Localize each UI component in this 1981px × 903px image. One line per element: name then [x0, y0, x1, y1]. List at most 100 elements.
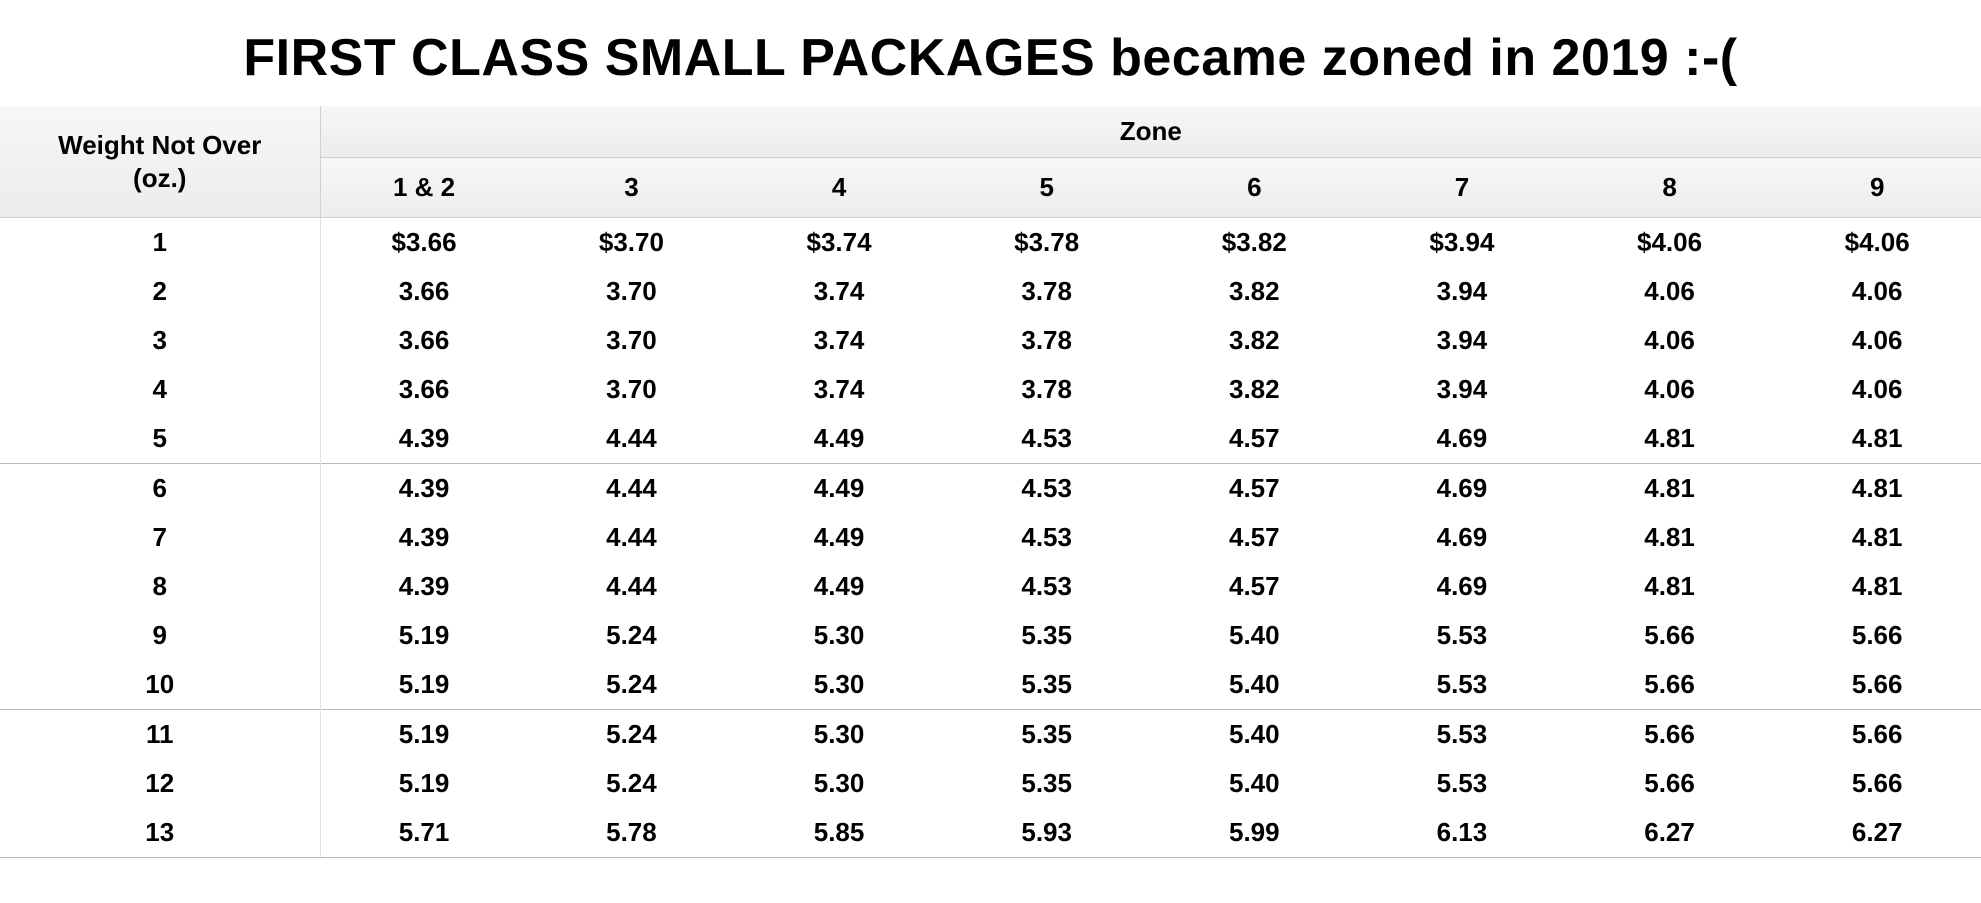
price-cell: 5.53: [1358, 660, 1566, 710]
price-cell: 5.24: [528, 710, 736, 760]
price-cell: 5.19: [320, 759, 528, 808]
price-cell: 4.81: [1773, 513, 1981, 562]
page-title: FIRST CLASS SMALL PACKAGES became zoned …: [0, 0, 1981, 106]
zone-column-header: 1 & 2: [320, 158, 528, 218]
price-cell: 4.81: [1773, 464, 1981, 514]
price-cell: 4.06: [1566, 365, 1774, 414]
price-cell: 5.19: [320, 660, 528, 710]
price-cell: 6.27: [1566, 808, 1774, 858]
price-cell: $3.66: [320, 218, 528, 268]
price-cell: $4.06: [1566, 218, 1774, 268]
zone-column-header: 4: [735, 158, 943, 218]
table-row: 54.394.444.494.534.574.694.814.81: [0, 414, 1981, 464]
price-cell: $3.82: [1151, 218, 1359, 268]
weight-cell: 6: [0, 464, 320, 514]
price-cell: 4.39: [320, 464, 528, 514]
price-cell: 5.35: [943, 759, 1151, 808]
price-cell: 5.66: [1566, 660, 1774, 710]
price-cell: 3.74: [735, 316, 943, 365]
price-cell: $3.94: [1358, 218, 1566, 268]
price-cell: 5.66: [1773, 759, 1981, 808]
zone-column-header: 3: [528, 158, 736, 218]
price-cell: 5.78: [528, 808, 736, 858]
price-cell: 4.39: [320, 513, 528, 562]
price-cell: 6.13: [1358, 808, 1566, 858]
price-cell: 4.06: [1773, 267, 1981, 316]
price-cell: 4.69: [1358, 513, 1566, 562]
price-cell: 4.44: [528, 414, 736, 464]
price-cell: 5.66: [1773, 611, 1981, 660]
price-cell: 5.66: [1566, 759, 1774, 808]
table-row: 135.715.785.855.935.996.136.276.27: [0, 808, 1981, 858]
weight-header: Weight Not Over (oz.): [0, 106, 320, 218]
price-cell: 4.81: [1566, 414, 1774, 464]
price-cell: 4.69: [1358, 414, 1566, 464]
table-row: 95.195.245.305.355.405.535.665.66: [0, 611, 1981, 660]
weight-cell: 2: [0, 267, 320, 316]
price-cell: $3.78: [943, 218, 1151, 268]
price-cell: 3.74: [735, 267, 943, 316]
price-cell: 4.53: [943, 562, 1151, 611]
zone-column-header: 9: [1773, 158, 1981, 218]
price-cell: 3.82: [1151, 267, 1359, 316]
weight-cell: 3: [0, 316, 320, 365]
table-row: 115.195.245.305.355.405.535.665.66: [0, 710, 1981, 760]
price-cell: 3.70: [528, 316, 736, 365]
table-row: 84.394.444.494.534.574.694.814.81: [0, 562, 1981, 611]
price-cell: 3.66: [320, 316, 528, 365]
price-cell: 4.06: [1773, 316, 1981, 365]
price-cell: 3.70: [528, 365, 736, 414]
price-cell: 5.66: [1566, 710, 1774, 760]
price-cell: 4.49: [735, 414, 943, 464]
price-cell: 4.81: [1773, 414, 1981, 464]
price-cell: 5.93: [943, 808, 1151, 858]
price-cell: 4.49: [735, 562, 943, 611]
price-cell: 5.71: [320, 808, 528, 858]
price-cell: 5.66: [1773, 660, 1981, 710]
zone-column-header: 7: [1358, 158, 1566, 218]
table-row: 125.195.245.305.355.405.535.665.66: [0, 759, 1981, 808]
zone-column-header: 8: [1566, 158, 1774, 218]
price-cell: 5.40: [1151, 611, 1359, 660]
price-cell: 4.69: [1358, 464, 1566, 514]
price-cell: 4.57: [1151, 414, 1359, 464]
weight-header-line2: (oz.): [133, 163, 186, 193]
weight-cell: 12: [0, 759, 320, 808]
price-cell: 5.99: [1151, 808, 1359, 858]
weight-cell: 8: [0, 562, 320, 611]
weight-cell: 4: [0, 365, 320, 414]
price-cell: 5.24: [528, 660, 736, 710]
weight-cell: 11: [0, 710, 320, 760]
weight-cell: 9: [0, 611, 320, 660]
rate-table: Weight Not Over (oz.) Zone 1 & 23456789 …: [0, 106, 1981, 858]
price-cell: 5.30: [735, 611, 943, 660]
weight-cell: 13: [0, 808, 320, 858]
price-cell: 5.85: [735, 808, 943, 858]
weight-cell: 7: [0, 513, 320, 562]
price-cell: 5.66: [1773, 710, 1981, 760]
table-row: 105.195.245.305.355.405.535.665.66: [0, 660, 1981, 710]
weight-cell: 1: [0, 218, 320, 268]
price-cell: 4.44: [528, 513, 736, 562]
price-cell: 5.30: [735, 759, 943, 808]
price-cell: 4.57: [1151, 464, 1359, 514]
price-cell: 4.81: [1773, 562, 1981, 611]
price-cell: 3.66: [320, 365, 528, 414]
price-cell: 5.19: [320, 710, 528, 760]
price-cell: 5.40: [1151, 710, 1359, 760]
table-body: 1$3.66$3.70$3.74$3.78$3.82$3.94$4.06$4.0…: [0, 218, 1981, 858]
price-cell: 4.39: [320, 414, 528, 464]
weight-header-line1: Weight Not Over: [58, 130, 261, 160]
table-row: 23.663.703.743.783.823.944.064.06: [0, 267, 1981, 316]
price-cell: 5.30: [735, 710, 943, 760]
price-cell: 4.53: [943, 464, 1151, 514]
price-cell: 5.35: [943, 660, 1151, 710]
price-cell: 4.06: [1773, 365, 1981, 414]
price-cell: $3.74: [735, 218, 943, 268]
table-row: 74.394.444.494.534.574.694.814.81: [0, 513, 1981, 562]
price-cell: 3.70: [528, 267, 736, 316]
price-cell: 4.49: [735, 513, 943, 562]
price-cell: 4.81: [1566, 513, 1774, 562]
zone-column-header: 5: [943, 158, 1151, 218]
price-cell: 3.74: [735, 365, 943, 414]
